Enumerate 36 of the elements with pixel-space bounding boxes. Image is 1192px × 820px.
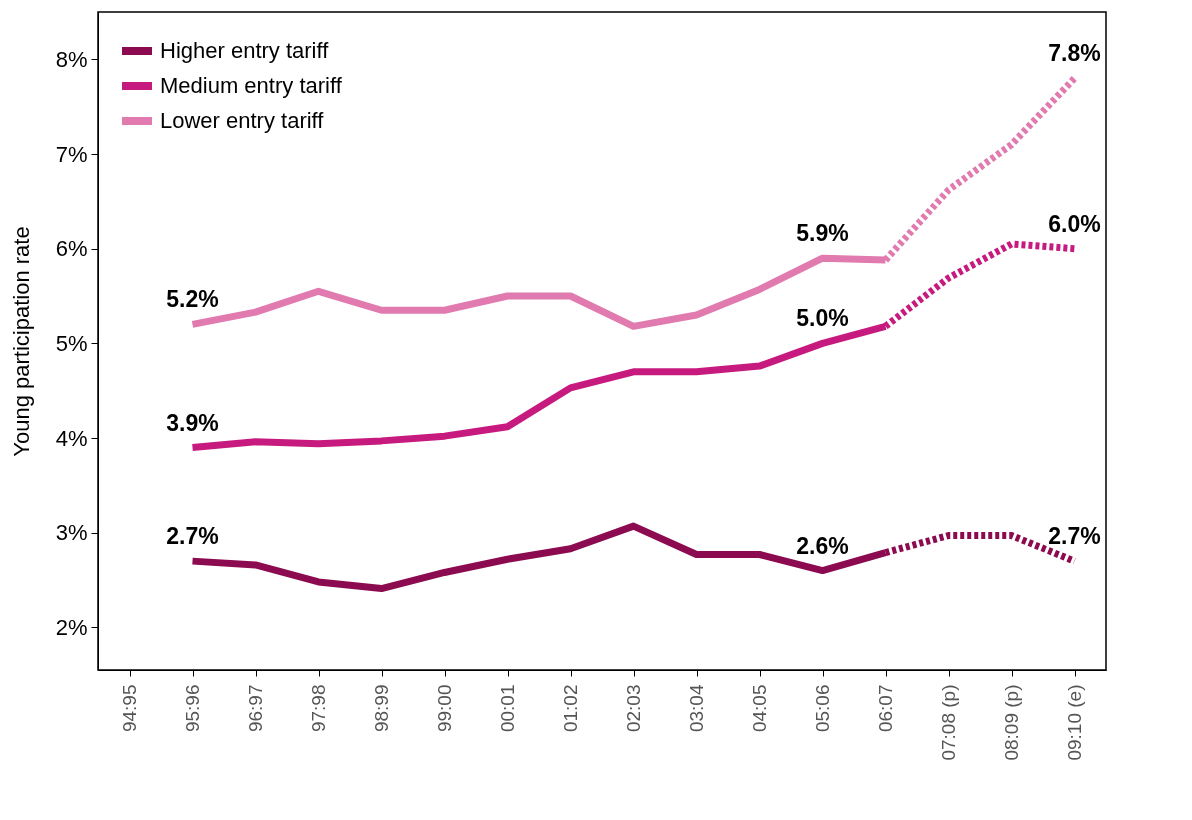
x-tick-label: 94:95 — [119, 684, 140, 733]
x-tick-label: 01:02 — [560, 684, 581, 733]
x-tick-label: 09:10 (e) — [1064, 684, 1085, 761]
x-tick-label: 04:05 — [749, 684, 770, 733]
y-tick-label: 2% — [55, 614, 88, 640]
data-label: 2.7% — [166, 523, 219, 550]
x-tick-label: 96:97 — [245, 684, 266, 733]
data-label: 3.9% — [166, 409, 219, 436]
y-tick-label: 6% — [55, 236, 88, 262]
x-tick-label: 05:06 — [812, 684, 833, 733]
x-tick-label: 99:00 — [434, 684, 455, 733]
x-tick-label: 97:98 — [308, 684, 329, 733]
legend-label: Higher entry tariff — [160, 38, 330, 63]
x-tick-label: 03:04 — [686, 684, 707, 733]
y-axis-title: Young participation rate — [8, 226, 34, 457]
y-tick-label: 4% — [55, 425, 88, 451]
data-label: 6.0% — [1048, 210, 1101, 237]
y-tick-label: 7% — [55, 141, 88, 167]
x-tick-label: 98:99 — [371, 684, 392, 733]
data-label: 5.0% — [796, 305, 849, 332]
x-tick-label: 08:09 (p) — [1001, 684, 1022, 761]
x-tick-label: 95:96 — [182, 684, 203, 733]
data-label: 5.2% — [166, 286, 219, 313]
y-tick-label: 3% — [55, 520, 88, 546]
legend-label: Lower entry tariff — [160, 108, 325, 133]
legend-label: Medium entry tariff — [160, 73, 343, 98]
x-tick-label: 07:08 (p) — [938, 684, 959, 761]
x-tick-label: 00:01 — [497, 684, 518, 733]
y-tick-label: 8% — [55, 46, 88, 72]
y-tick-label: 5% — [55, 330, 88, 356]
x-tick-label: 02:03 — [623, 684, 644, 733]
data-label: 2.7% — [1048, 523, 1101, 550]
data-label: 5.9% — [796, 220, 849, 247]
data-label: 2.6% — [796, 532, 849, 559]
data-label: 7.8% — [1048, 40, 1101, 67]
x-tick-label: 06:07 — [875, 684, 896, 733]
